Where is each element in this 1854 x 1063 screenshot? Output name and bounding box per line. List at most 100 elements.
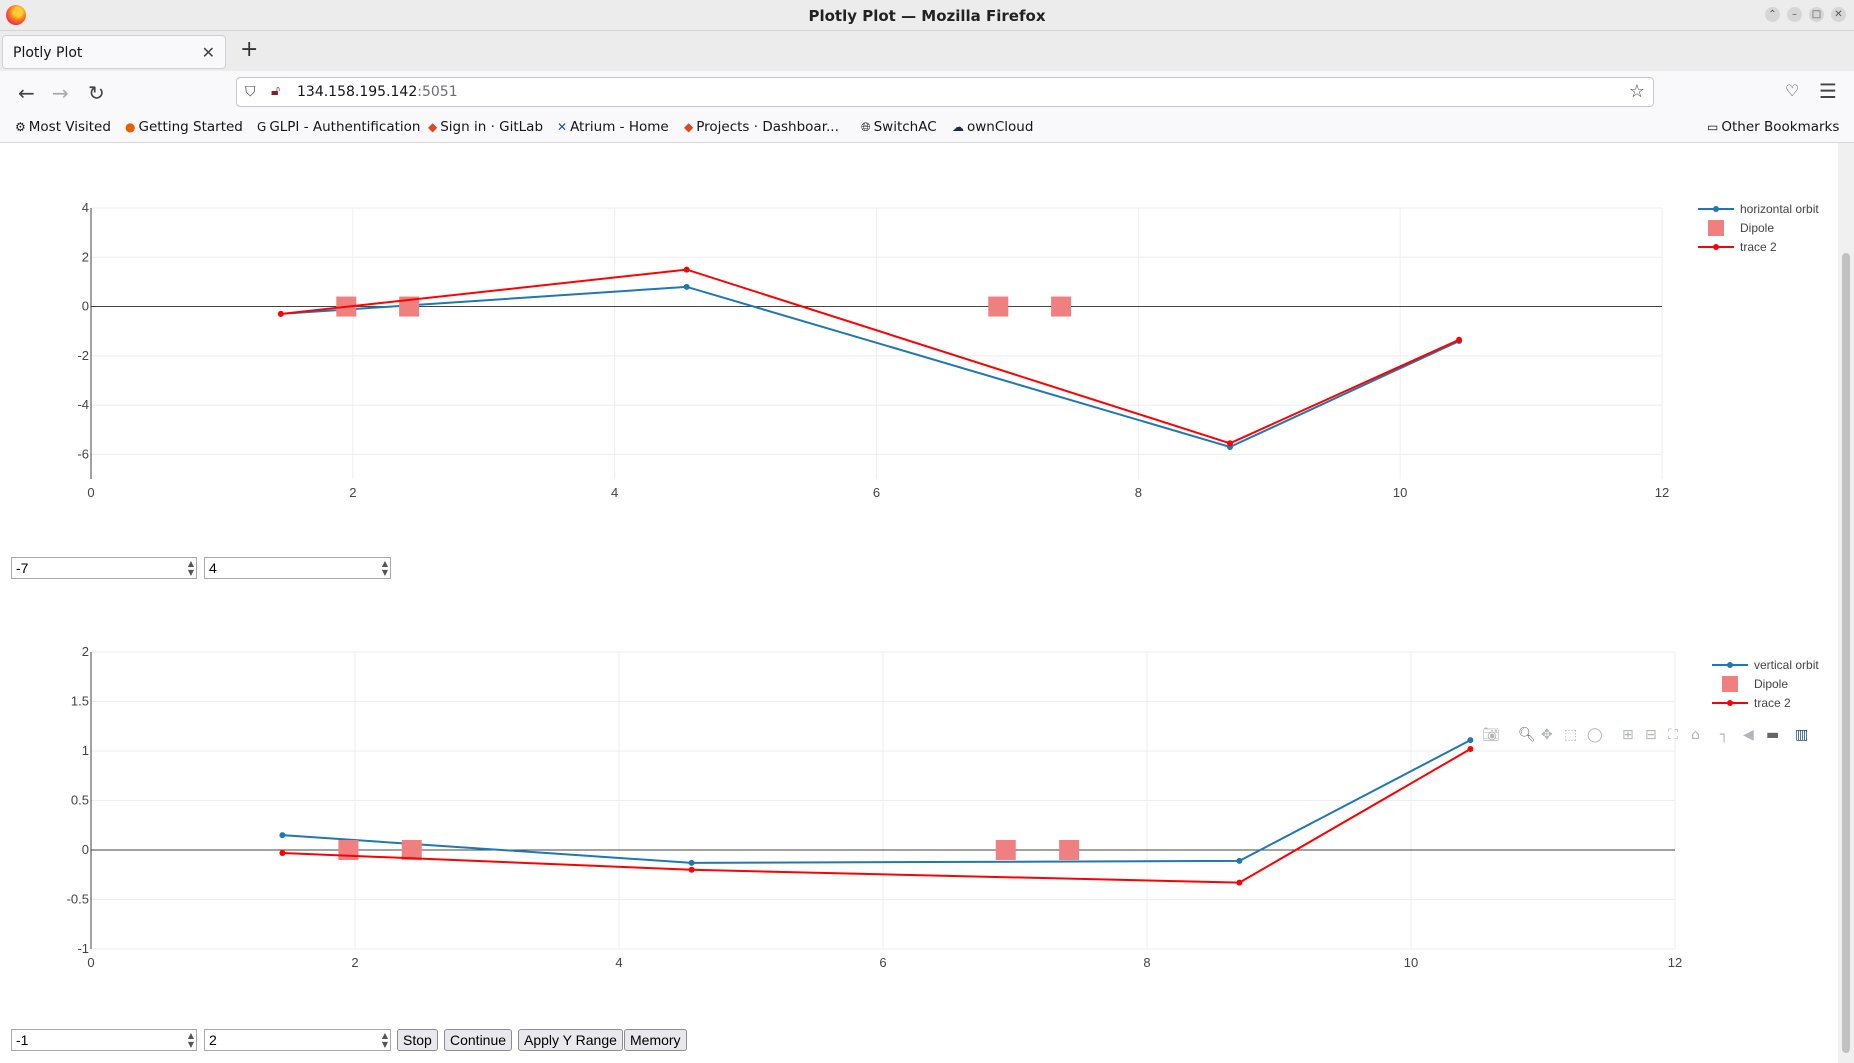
bookmark-label: Projects · Dashboar... bbox=[696, 119, 839, 135]
bookmark-atrium[interactable]: ✕ Atrium - Home bbox=[557, 119, 669, 135]
memory-button[interactable]: Memory bbox=[624, 1029, 687, 1051]
trace-2-point bbox=[1456, 336, 1463, 343]
legend-swatch-point bbox=[1727, 700, 1733, 706]
url-bar[interactable]: ⛉ 🔓︎ 134.158.195.142:5051 ☆ bbox=[236, 77, 1654, 107]
vertical-orbit-line bbox=[282, 739, 1471, 864]
y-tick-label: -6 bbox=[77, 446, 89, 461]
bookmark-owncloud[interactable]: ☁ ownCloud bbox=[952, 119, 1033, 135]
spinner-arrows-icon[interactable]: ▲ ▼ bbox=[187, 1031, 194, 1049]
continue-button[interactable]: Continue bbox=[444, 1029, 513, 1051]
dipole-marker bbox=[401, 840, 422, 860]
window-up-icon[interactable]: ⌃ bbox=[1765, 7, 1780, 22]
bookmark-switchac[interactable]: 🌐︎ SwitchAC bbox=[861, 119, 937, 135]
apply-y-range-button[interactable]: Apply Y Range bbox=[518, 1029, 623, 1051]
bottom-ymax-field[interactable] bbox=[205, 1030, 363, 1050]
bookmark-getting-started[interactable]: ● Getting Started bbox=[125, 119, 243, 135]
bookmark-gitlab-signin[interactable]: ◆ Sign in · GitLab bbox=[428, 119, 543, 135]
owncloud-icon: ☁ bbox=[952, 120, 964, 134]
maximize-icon[interactable]: □ bbox=[1809, 7, 1824, 22]
pan-icon[interactable]: ✥ bbox=[1541, 727, 1553, 743]
vertical-orbit-point bbox=[1467, 737, 1474, 744]
top-ymin-input[interactable]: ▲▼ bbox=[11, 557, 197, 579]
other-bookmarks[interactable]: ▭ Other Bookmarks bbox=[1707, 119, 1839, 135]
legend-swatch-point bbox=[1727, 662, 1733, 668]
title-bar: Plotly Plot — Mozilla Firefox ⌃ – □ ✕ bbox=[0, 0, 1854, 31]
bottom-ymin-input[interactable]: ▲▼ bbox=[11, 1029, 197, 1051]
x-tick-label: 2 bbox=[351, 955, 358, 970]
spinner-arrows-icon[interactable]: ▲ ▼ bbox=[381, 559, 388, 577]
page-scrollbar[interactable] bbox=[1838, 143, 1854, 1063]
trace-2-point bbox=[277, 310, 284, 317]
y-tick-label: -1 bbox=[77, 941, 89, 956]
back-icon[interactable]: ← bbox=[18, 81, 35, 105]
stop-button[interactable]: Stop bbox=[397, 1029, 438, 1051]
legend-label: Dipole bbox=[1754, 677, 1788, 691]
minimize-icon[interactable]: – bbox=[1787, 7, 1802, 22]
trace-2-point bbox=[1467, 746, 1474, 753]
top-ymin-field[interactable] bbox=[12, 558, 170, 578]
zoom-out-icon[interactable]: ⊟ bbox=[1645, 727, 1657, 743]
close-tab-icon[interactable]: ✕ bbox=[201, 43, 215, 62]
bookmark-most-visited[interactable]: ⚙ Most Visited bbox=[15, 119, 111, 135]
close-window-icon[interactable]: ✕ bbox=[1831, 7, 1846, 22]
shield-icon[interactable]: ⛉ bbox=[245, 84, 256, 100]
bottom-ymin-field[interactable] bbox=[12, 1030, 170, 1050]
y-tick-label: 0 bbox=[82, 299, 89, 314]
spinner-arrows-icon[interactable]: ▲ ▼ bbox=[381, 1031, 388, 1049]
gitlab-icon: ◆ bbox=[684, 120, 694, 134]
dipole-marker bbox=[995, 840, 1016, 860]
bottom-ymax-input[interactable]: ▲▼ bbox=[204, 1029, 391, 1051]
autoscale-icon[interactable]: ⛶ bbox=[1668, 727, 1678, 743]
hamburger-menu-icon[interactable]: ☰ bbox=[1819, 79, 1837, 103]
zoom-icon[interactable]: 🔍︎ bbox=[1518, 727, 1536, 743]
scrollbar-thumb[interactable] bbox=[1842, 253, 1850, 1053]
bookmark-star-icon[interactable]: ☆ bbox=[1628, 81, 1645, 102]
dipole-marker bbox=[988, 296, 1009, 317]
x-tick-label: 4 bbox=[615, 955, 622, 970]
x-tick-label: 8 bbox=[1135, 485, 1142, 500]
trace-2-line bbox=[282, 748, 1471, 884]
pocket-icon[interactable]: ♡ bbox=[1785, 81, 1800, 100]
new-tab-icon[interactable]: + bbox=[240, 37, 259, 62]
top-ymax-field[interactable] bbox=[205, 558, 363, 578]
vertical-orbit-point bbox=[688, 859, 695, 866]
gear-icon: ⚙ bbox=[15, 120, 26, 134]
reload-icon[interactable]: ↻ bbox=[88, 81, 105, 105]
vertical-orbit-chart[interactable]: 0 2 4 6 8 10 12 -1 -0.5 0 0.5 1 1.5 2 vertical orbit Di… bbox=[0, 613, 1838, 1033]
firefox-icon: ● bbox=[125, 120, 136, 134]
url-text: 134.158.195.142:5051 bbox=[297, 84, 458, 100]
x-tick-label: 10 bbox=[1393, 485, 1407, 500]
plotly-logo-icon[interactable]: ▥ bbox=[1795, 727, 1809, 743]
spike-lines-icon[interactable]: ┐ bbox=[1720, 727, 1729, 743]
horizontal-orbit-line bbox=[280, 285, 1460, 449]
tab-plotly-plot[interactable]: Plotly Plot ✕ bbox=[2, 35, 226, 69]
y-tick-label: 1.5 bbox=[71, 694, 89, 709]
hover-closest-icon[interactable]: ◀ bbox=[1743, 727, 1754, 743]
forward-icon[interactable]: → bbox=[52, 81, 69, 105]
zoom-in-icon[interactable]: ⊞ bbox=[1622, 727, 1634, 743]
bookmark-gitlab-projects[interactable]: ◆ Projects · Dashboar... bbox=[684, 119, 839, 135]
reset-axes-icon[interactable]: ⌂ bbox=[1691, 727, 1700, 743]
spinner-arrows-icon[interactable]: ▲ ▼ bbox=[187, 559, 194, 577]
top-ymax-input[interactable]: ▲▼ bbox=[204, 557, 391, 579]
tab-bar: Plotly Plot ✕ + bbox=[0, 31, 1854, 71]
insecure-lock-icon[interactable]: 🔓︎ bbox=[271, 83, 281, 99]
legend-label: horizontal orbit bbox=[1740, 202, 1819, 216]
horizontal-orbit-chart[interactable]: 0 2 4 6 8 10 12 -6 -4 -2 0 2 4 horizontal orbit Dipole… bbox=[0, 143, 1838, 563]
lasso-icon[interactable]: ◯ bbox=[1587, 727, 1603, 743]
x-tick-label: 12 bbox=[1668, 955, 1682, 970]
y-tick-label: 1 bbox=[82, 743, 89, 758]
url-port: :5051 bbox=[417, 84, 458, 100]
y-tick-label: -4 bbox=[77, 397, 89, 412]
bookmarks-toolbar: ⚙ Most Visited ● Getting Started G GLPI - A… bbox=[0, 115, 1854, 143]
bookmark-glpi[interactable]: G GLPI - Authentification bbox=[257, 119, 420, 135]
camera-icon[interactable]: 📷︎ bbox=[1482, 727, 1500, 743]
legend-swatch bbox=[1708, 220, 1724, 236]
x-tick-label: 6 bbox=[879, 955, 886, 970]
hover-compare-icon[interactable]: ▬ bbox=[1766, 727, 1780, 743]
atrium-icon: ✕ bbox=[557, 120, 568, 134]
x-tick-label: 10 bbox=[1404, 955, 1418, 970]
box-select-icon[interactable]: ⬚ bbox=[1564, 727, 1578, 743]
trace-2-point bbox=[1226, 440, 1233, 447]
